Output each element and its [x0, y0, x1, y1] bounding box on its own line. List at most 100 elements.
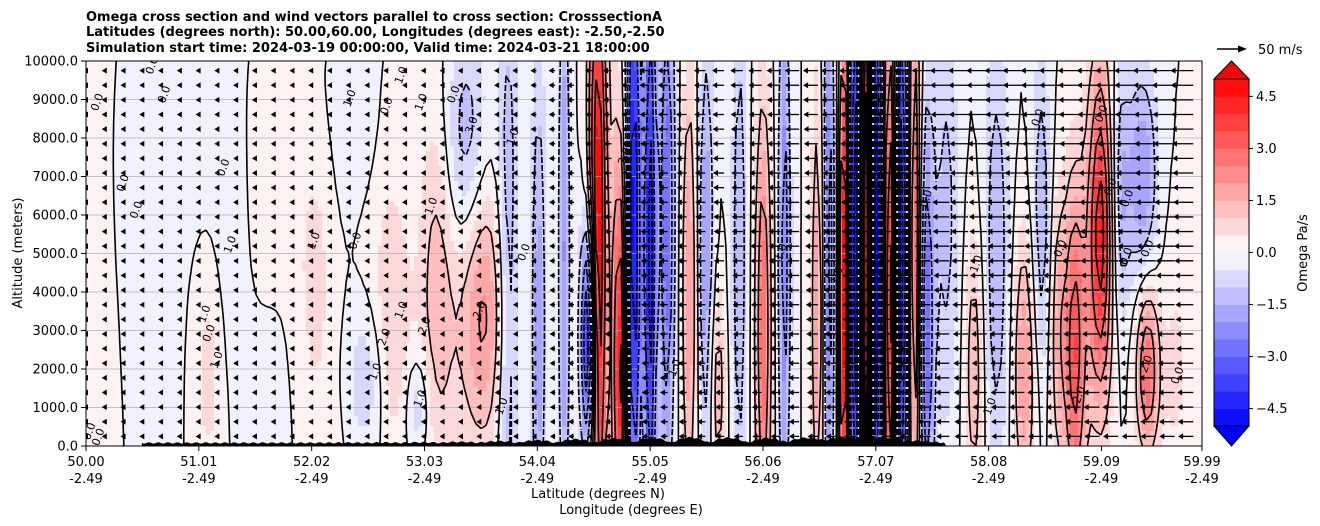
omega-cell — [258, 201, 263, 207]
omega-cell — [342, 271, 347, 277]
omega-cell — [330, 396, 335, 402]
omega-cell — [318, 276, 323, 282]
title-line-1: Omega cross section and wind vectors par… — [86, 10, 662, 25]
omega-cell — [222, 196, 227, 202]
omega-cell — [238, 241, 243, 247]
title-line-3: Simulation start time: 2024-03-19 00:00:… — [86, 41, 650, 56]
omega-cell — [110, 196, 115, 202]
omega-cell — [210, 341, 215, 347]
omega-cell — [166, 141, 171, 147]
omega-cell — [126, 301, 131, 307]
omega-cell — [230, 281, 235, 287]
omega-cell — [314, 266, 319, 272]
omega-cell — [282, 216, 287, 222]
omega-cell — [86, 271, 91, 277]
omega-cell — [334, 146, 339, 152]
omega-cell — [190, 66, 195, 72]
omega-cell — [310, 306, 315, 312]
omega-cell — [118, 376, 123, 382]
omega-cell — [334, 391, 339, 397]
omega-cell — [198, 236, 203, 242]
omega-cell — [142, 426, 147, 432]
omega-cell — [314, 196, 319, 202]
omega-cell — [174, 76, 179, 82]
omega-cell — [154, 86, 159, 92]
omega-cell — [218, 216, 223, 222]
omega-cell — [130, 71, 135, 77]
omega-cell — [266, 311, 271, 317]
omega-cell — [166, 206, 171, 212]
omega-cell — [138, 296, 143, 302]
omega-cell — [162, 206, 167, 212]
omega-cell — [110, 221, 115, 227]
omega-cell — [158, 216, 163, 222]
omega-cell — [282, 71, 287, 77]
omega-cell — [322, 361, 327, 367]
omega-cell — [206, 246, 211, 252]
omega-cell — [150, 181, 155, 187]
omega-cell — [194, 191, 199, 197]
omega-cell — [306, 146, 311, 152]
omega-cell — [238, 61, 243, 67]
omega-cell — [130, 116, 135, 122]
omega-cell — [250, 116, 255, 122]
omega-cell — [194, 361, 199, 367]
omega-cell — [318, 271, 323, 277]
omega-cell — [146, 246, 151, 252]
omega-cell — [254, 266, 259, 272]
omega-cell — [242, 381, 247, 387]
omega-cell — [154, 296, 159, 302]
omega-cell — [186, 231, 191, 237]
omega-cell — [178, 151, 183, 157]
omega-cell — [170, 101, 175, 107]
omega-cell — [282, 401, 287, 407]
omega-cell — [186, 246, 191, 252]
omega-cell — [138, 201, 143, 207]
omega-cell — [262, 371, 267, 377]
omega-cell — [254, 386, 259, 392]
omega-cell — [166, 236, 171, 242]
omega-cell — [338, 241, 343, 247]
omega-cell — [126, 386, 131, 392]
omega-cell — [330, 221, 335, 227]
omega-cell — [326, 411, 331, 417]
omega-cell — [182, 131, 187, 137]
omega-cell — [338, 326, 343, 332]
omega-cell — [98, 336, 103, 342]
omega-cell — [170, 261, 175, 267]
omega-cell — [190, 306, 195, 312]
omega-cell — [130, 161, 135, 167]
omega-cell — [150, 91, 155, 97]
omega-cell — [154, 231, 159, 237]
omega-cell — [186, 91, 191, 97]
figure-title: Omega cross section and wind vectors par… — [86, 10, 665, 56]
omega-cell — [270, 256, 275, 262]
omega-cell — [122, 326, 127, 332]
omega-cell — [202, 326, 207, 332]
omega-cell — [266, 136, 271, 142]
omega-cell — [146, 416, 151, 422]
omega-cell — [110, 356, 115, 362]
omega-cell — [206, 306, 211, 312]
omega-cell — [154, 241, 159, 247]
omega-cell — [274, 391, 279, 397]
omega-cell — [230, 381, 235, 387]
omega-cell — [182, 296, 187, 302]
omega-cell — [94, 351, 99, 357]
omega-cell — [282, 171, 287, 177]
omega-cell — [98, 126, 103, 132]
omega-cell — [334, 401, 339, 407]
omega-cell — [290, 206, 295, 212]
omega-cell — [198, 101, 203, 107]
omega-cell — [186, 216, 191, 222]
omega-cell — [250, 171, 255, 177]
omega-cell — [90, 401, 95, 407]
omega-cell — [310, 221, 315, 227]
omega-cell — [322, 326, 327, 332]
omega-cell — [178, 291, 183, 297]
omega-cell — [250, 336, 255, 342]
omega-cell — [222, 396, 227, 402]
omega-cell — [330, 101, 335, 107]
omega-cell — [182, 201, 187, 207]
omega-cell — [118, 291, 123, 297]
